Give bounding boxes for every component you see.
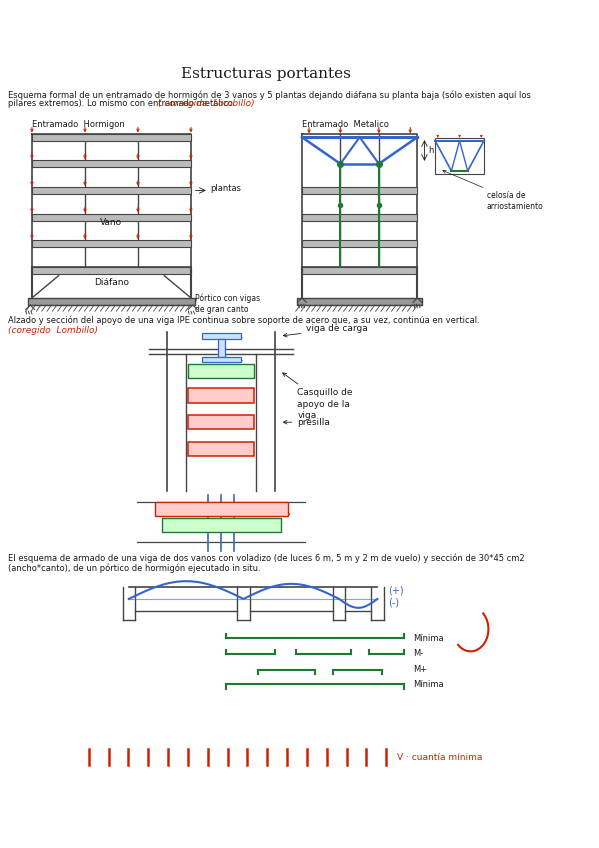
Text: celosía de
arriostamiento: celosía de arriostamiento <box>443 170 543 211</box>
Text: Mínima: Mínima <box>413 633 443 643</box>
Bar <box>435 138 484 174</box>
Bar <box>155 502 288 516</box>
Text: Casquillo de
apoyo de la
viga: Casquillo de apoyo de la viga <box>283 373 353 420</box>
Bar <box>302 267 418 274</box>
Text: (coregido  Lombillo): (coregido Lombillo) <box>8 326 98 335</box>
Text: Estructuras portantes: Estructuras portantes <box>180 67 350 81</box>
Text: (ancho*canto), de un pórtico de hormigón ejecutado in situ.: (ancho*canto), de un pórtico de hormigón… <box>8 563 261 573</box>
Text: h: h <box>428 146 434 155</box>
Text: Pórtico con vigas
de gran canto: Pórtico con vigas de gran canto <box>195 293 261 314</box>
Bar <box>32 214 191 220</box>
Bar <box>302 240 418 248</box>
Text: M+: M+ <box>413 666 427 674</box>
Bar <box>202 356 241 362</box>
Bar <box>188 364 254 378</box>
Text: Esquema formal de un entramado de hormigón de 3 vanos y 5 plantas dejando diáfan: Esquema formal de un entramado de hormig… <box>8 90 531 99</box>
Text: Vano: Vano <box>101 218 123 227</box>
Text: (+): (+) <box>388 586 404 596</box>
Bar <box>298 298 422 305</box>
Text: Entramado  Metalico: Entramado Metalico <box>302 120 389 129</box>
Text: (-): (-) <box>388 598 399 607</box>
Bar <box>32 187 191 194</box>
Bar <box>32 240 191 248</box>
Text: Diáfano: Diáfano <box>94 278 129 287</box>
Bar <box>188 442 254 456</box>
Bar <box>302 214 418 220</box>
Bar <box>32 267 191 274</box>
Bar <box>188 416 254 429</box>
Text: ( corregida  Lombillo): ( corregida Lombillo) <box>158 99 255 108</box>
Bar <box>202 333 241 338</box>
Text: plantas: plantas <box>210 184 241 193</box>
Text: V · cuantía mínima: V · cuantía mínima <box>397 752 482 762</box>
Bar <box>217 338 225 356</box>
Bar <box>32 134 191 141</box>
Text: Mínima: Mínima <box>413 680 443 689</box>
Text: presilla: presilla <box>283 418 331 427</box>
Text: Entramado  Hormigon: Entramado Hormigon <box>32 120 125 129</box>
Text: El esquema de armado de una viga de dos vanos con voladizo (de luces 6 m, 5 m y : El esquema de armado de una viga de dos … <box>8 554 525 563</box>
Bar <box>188 388 254 403</box>
Text: M-: M- <box>413 650 423 659</box>
Text: Alzado y sección del apoyo de una viga IPE continua sobre soporte de acero que, : Alzado y sección del apoyo de una viga I… <box>8 315 480 325</box>
Bar <box>302 187 418 194</box>
Bar <box>28 298 195 305</box>
Bar <box>32 160 191 167</box>
Bar <box>162 518 280 533</box>
Text: pilares extremos). Lo mismo con entramado metálico.: pilares extremos). Lo mismo con entramad… <box>8 99 241 108</box>
Text: viga de carga: viga de carga <box>283 325 368 337</box>
